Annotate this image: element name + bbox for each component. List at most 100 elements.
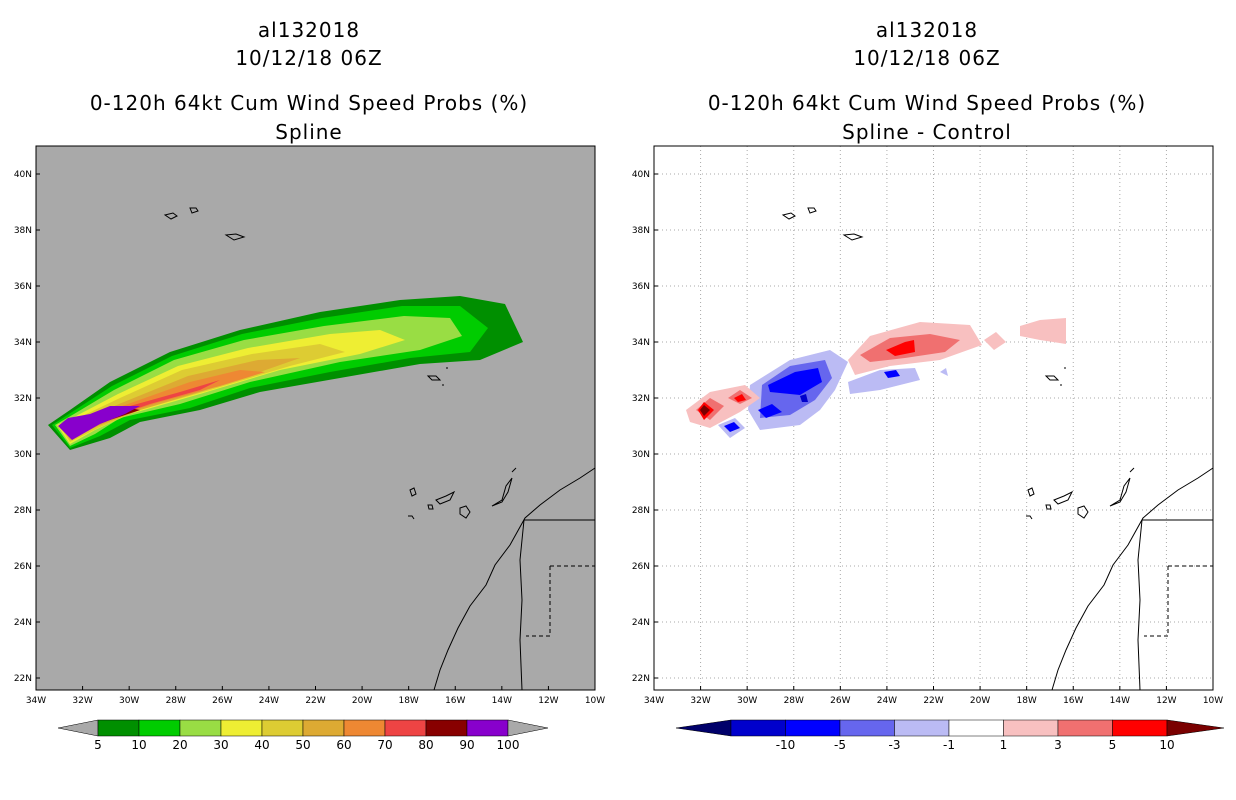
right-subtitle: Spline - Control bbox=[842, 120, 1012, 144]
legend-label: 60 bbox=[336, 738, 351, 752]
lon-label: 16W bbox=[445, 696, 465, 706]
left-panel: al132018 10/12/18 06Z 0-120h 64kt Cum Wi… bbox=[14, 18, 605, 752]
legend-swatch bbox=[1003, 719, 1059, 737]
diff-pos-1b bbox=[1020, 318, 1066, 344]
left-map: 40N 38N 36N 34N 32N 30N 28N 26N 24N 22N 34W 32W 30W… bbox=[14, 145, 605, 752]
legend-label: 100 bbox=[497, 738, 520, 752]
legend-label: 40 bbox=[254, 738, 269, 752]
lon-label: 28W bbox=[784, 696, 804, 706]
diff-pos-5 bbox=[886, 340, 915, 356]
legend-swatch bbox=[839, 719, 895, 737]
lon-label: 20W bbox=[970, 696, 990, 706]
legend-label: -10 bbox=[776, 738, 796, 752]
legend-arrow-right bbox=[1166, 719, 1225, 737]
lon-label: 24W bbox=[877, 696, 897, 706]
lat-label: 22N bbox=[632, 674, 650, 684]
legend-swatch bbox=[730, 719, 786, 737]
diff-neg-1b bbox=[848, 368, 920, 394]
lat-label: 34N bbox=[14, 338, 32, 348]
legend-swatch bbox=[138, 719, 181, 737]
legend-label: 10 bbox=[131, 738, 146, 752]
swath-40 bbox=[59, 344, 345, 442]
legend-label: -1 bbox=[943, 738, 955, 752]
legend-swatch bbox=[948, 719, 1004, 737]
lon-label: 24W bbox=[259, 696, 279, 706]
legend-label: 20 bbox=[172, 738, 187, 752]
legend-label: 3 bbox=[1054, 738, 1062, 752]
lon-label: 18W bbox=[398, 696, 418, 706]
lon-label: 18W bbox=[1016, 696, 1036, 706]
lon-label: 26W bbox=[830, 696, 850, 706]
lat-label: 24N bbox=[14, 618, 32, 628]
left-prob-swath bbox=[48, 296, 523, 450]
legend-swatch bbox=[1057, 719, 1113, 737]
lat-label: 34N bbox=[632, 338, 650, 348]
right-datetime: 10/12/18 06Z bbox=[853, 46, 1001, 70]
swath-70 bbox=[63, 380, 220, 436]
lat-label: 28N bbox=[14, 506, 32, 516]
lat-label: 26N bbox=[632, 562, 650, 572]
lat-label: 28N bbox=[632, 506, 650, 516]
lon-label: 10W bbox=[1203, 696, 1223, 706]
lat-label: 22N bbox=[14, 674, 32, 684]
legend-label: 10 bbox=[1159, 738, 1174, 752]
left-subtitle: Spline bbox=[275, 120, 343, 144]
lon-label: 22W bbox=[305, 696, 325, 706]
right-map: 40N 38N 36N 34N 32N 30N 28N 26N 24N 22N 34W 32W 30W… bbox=[632, 145, 1225, 752]
left-product-title: 0-120h 64kt Cum Wind Speed Probs (%) bbox=[89, 91, 529, 115]
right-panel: al132018 10/12/18 06Z 0-120h 64kt Cum Wi… bbox=[618, 0, 1236, 800]
swath-90 bbox=[58, 406, 140, 440]
legend-swatch bbox=[384, 719, 427, 737]
legend-swatch bbox=[302, 719, 345, 737]
lat-label: 32N bbox=[14, 394, 32, 404]
diff-neg-5 bbox=[768, 368, 822, 395]
left-legend: 5 10 20 30 40 50 60 70 80 90 100 bbox=[57, 719, 549, 752]
diff-pos-5b bbox=[734, 394, 746, 402]
legend-swatch bbox=[894, 719, 950, 737]
lon-label: 16W bbox=[1063, 696, 1083, 706]
right-lon-axis: 34W 32W 30W 28W 26W 24W 22W 20W 18W 16W 14W 12W 10W bbox=[644, 686, 1223, 706]
right-diff-field bbox=[686, 318, 1066, 438]
legend-swatch bbox=[785, 719, 841, 737]
right-storm-id: al132018 bbox=[875, 18, 979, 42]
lat-label: 32N bbox=[632, 394, 650, 404]
legend-label: -5 bbox=[834, 738, 846, 752]
legend-swatch bbox=[97, 719, 140, 737]
left-coastlines bbox=[163, 207, 596, 691]
right-legend: -10 -5 -3 -1 1 3 5 10 bbox=[675, 719, 1225, 752]
legend-swatch bbox=[220, 719, 263, 737]
legend-swatch bbox=[425, 719, 468, 737]
diff-neg-5b bbox=[758, 404, 782, 418]
right-product-title: 0-120h 64kt Cum Wind Speed Probs (%) bbox=[707, 91, 1147, 115]
legend-arrow-right bbox=[507, 719, 549, 737]
lat-label: 26N bbox=[14, 562, 32, 572]
legend-label: 90 bbox=[459, 738, 474, 752]
legend-swatch bbox=[466, 719, 509, 737]
legend-swatch bbox=[261, 719, 304, 737]
legend-label: 5 bbox=[1109, 738, 1117, 752]
legend-label: 5 bbox=[94, 738, 102, 752]
diff-pos-10 bbox=[700, 405, 710, 416]
lon-label: 34W bbox=[26, 696, 46, 706]
lon-label: 30W bbox=[737, 696, 757, 706]
lon-label: 26W bbox=[212, 696, 232, 706]
lon-label: 14W bbox=[1110, 696, 1130, 706]
lon-label: 32W bbox=[72, 696, 92, 706]
lat-label: 36N bbox=[14, 282, 32, 292]
lat-label: 36N bbox=[632, 282, 650, 292]
legend-label: 1 bbox=[1000, 738, 1008, 752]
legend-label: -3 bbox=[889, 738, 901, 752]
lat-label: 30N bbox=[632, 450, 650, 460]
lon-label: 20W bbox=[352, 696, 372, 706]
lat-label: 40N bbox=[632, 170, 650, 180]
right-lat-axis: 40N 38N 36N 34N 32N 30N 28N 26N 24N 22N bbox=[632, 170, 658, 684]
diff-neg-5d bbox=[884, 370, 900, 378]
left-datetime: 10/12/18 06Z bbox=[235, 46, 383, 70]
legend-label: 80 bbox=[418, 738, 433, 752]
lon-label: 28W bbox=[166, 696, 186, 706]
legend-swatch bbox=[343, 719, 386, 737]
left-lon-axis: 34W 32W 30W 28W 26W 24W 22W 20W 18W 16W 14W 12W 10W bbox=[26, 686, 605, 706]
lat-label: 40N bbox=[14, 170, 32, 180]
lat-label: 30N bbox=[14, 450, 32, 460]
lon-label: 30W bbox=[119, 696, 139, 706]
